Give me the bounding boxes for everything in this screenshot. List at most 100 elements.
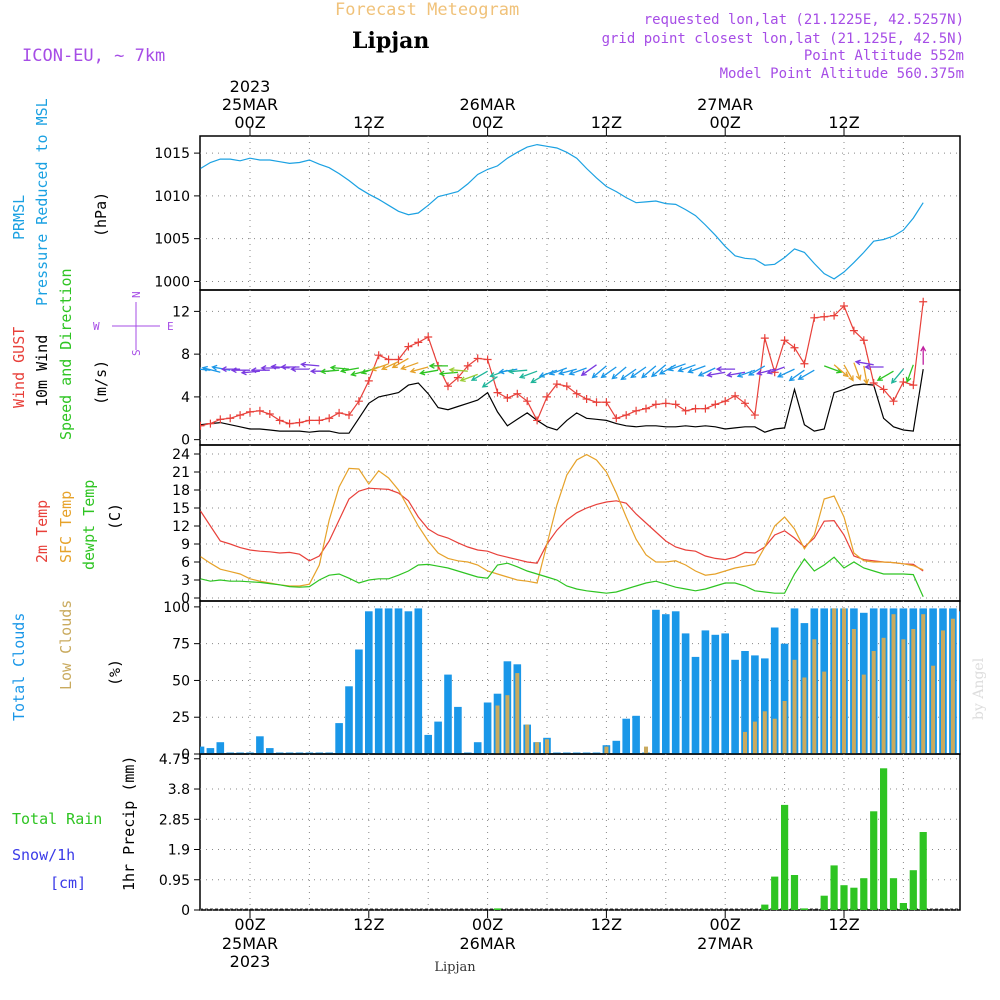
- rain-bar: [493, 908, 502, 910]
- clouds-ytick-label: 50: [172, 673, 190, 689]
- total-cloud-bar: [622, 718, 630, 754]
- total-cloud-bar: [414, 608, 423, 754]
- total-cloud-bar: [365, 611, 373, 754]
- total-cloud-bar: [731, 659, 739, 754]
- bottom-tick-label: 00Z: [234, 915, 265, 934]
- total-cloud-bar: [355, 649, 363, 754]
- wind-arrow: [459, 373, 478, 383]
- total-cloud-bar: [721, 633, 729, 754]
- clouds-unit: (%): [106, 659, 124, 686]
- wind-arrow: [600, 366, 617, 379]
- pressure-ytick-label: 1005: [154, 232, 190, 248]
- wind-arrow: [863, 365, 870, 385]
- top-tick-label: 12Z: [591, 113, 622, 132]
- wind-arrow: [428, 362, 448, 369]
- low-cloud-bar: [931, 665, 936, 754]
- compass-e: E: [167, 320, 174, 333]
- precipitation-ytick-label: 3.8: [168, 782, 190, 798]
- pressure-ytick-label: 1015: [154, 146, 190, 162]
- wind-arrow: [507, 368, 528, 375]
- wind-arrow: [448, 367, 468, 373]
- gust-point: [226, 414, 235, 423]
- gust-point: [364, 376, 373, 385]
- total-cloud-bar: [770, 627, 779, 754]
- panel-temperature: 0 3 6 9 12 15 18 21 24: [172, 444, 961, 607]
- sfc-temp-line: [200, 453, 924, 587]
- total-cloud-bar: [711, 634, 720, 754]
- gust-point: [285, 419, 294, 428]
- wind-arrow: [853, 362, 862, 381]
- temperature-ytick-label: 12: [172, 519, 190, 535]
- precipitation-ytick-label: 1.9: [168, 843, 190, 859]
- gust-point: [800, 359, 809, 368]
- total-cloud-bar: [632, 715, 640, 754]
- low-cloud-bar: [772, 718, 777, 754]
- wind-arrow: [557, 368, 577, 376]
- footer-location: Lipjan: [434, 960, 476, 975]
- rain-bar: [899, 903, 907, 910]
- wind-arrow: [876, 370, 894, 381]
- low-cloud-bar: [822, 671, 827, 754]
- low-cloud-bar: [832, 608, 837, 754]
- low-cloud-bar: [525, 724, 530, 754]
- wind-ytick-label: 4: [181, 390, 190, 406]
- gust-point: [384, 355, 393, 364]
- gust-point: [275, 416, 284, 425]
- total-cloud-bar: [454, 706, 462, 754]
- gust-point: [651, 400, 660, 409]
- low-cloud-bar: [604, 746, 609, 754]
- wind-arrow: [280, 364, 300, 370]
- wind-arrow: [641, 365, 657, 379]
- gust-point: [849, 326, 858, 335]
- gust-point: [404, 342, 413, 351]
- gust-point: [671, 400, 680, 409]
- gust-point: [533, 416, 542, 425]
- gust-point: [444, 382, 452, 391]
- gust-point: [760, 334, 769, 343]
- panel-pressure: 1000 1005 1010 1015: [154, 135, 961, 291]
- gust-point: [919, 297, 928, 306]
- total-cloud-bar: [444, 674, 452, 754]
- gust-point: [236, 411, 245, 420]
- model-altitude: Model Point Altitude 560.375m: [720, 66, 964, 82]
- precipitation-data: [200, 768, 960, 910]
- bottom-year-label: 2023: [230, 952, 271, 971]
- gust-point: [592, 398, 601, 407]
- total-cloud-bar: [959, 611, 960, 754]
- total-cloud-bar: [206, 748, 215, 754]
- bottom-date-label: 26MAR: [459, 934, 515, 953]
- low-cloud-bar: [515, 673, 520, 754]
- temperature-ytick-label: 9: [181, 537, 190, 553]
- sfc-temp-label: SFC Temp: [57, 491, 75, 563]
- wind-arrow: [687, 365, 706, 374]
- gust-point: [909, 381, 918, 390]
- compass-n: N: [130, 291, 143, 298]
- rain-bar: [909, 870, 917, 910]
- clouds-ytick-label: 25: [172, 710, 190, 726]
- total-clouds-label: Total Clouds: [10, 613, 28, 721]
- low-cloud-bar: [792, 659, 797, 754]
- requested-coords: requested lon,lat (21.1225E, 42.5257N): [644, 12, 964, 28]
- wind-arrow: [200, 368, 211, 371]
- precipitation-frame: [199, 753, 961, 911]
- wind-arrow: [611, 366, 627, 380]
- gust-point: [830, 311, 839, 320]
- clouds-ytick-label: 100: [163, 600, 190, 616]
- low-cloud-bar: [941, 630, 945, 754]
- gust-point: [374, 351, 383, 360]
- rain-bar: [919, 832, 927, 910]
- gust-point: [255, 406, 264, 415]
- gust-point: [335, 408, 344, 417]
- temperature-data: [200, 453, 924, 598]
- dewpt-label: dewpt Temp: [80, 480, 98, 570]
- low-cloud-bar: [743, 731, 747, 754]
- low-cloud-bar: [881, 637, 886, 754]
- rain-bar: [870, 811, 878, 910]
- wind-ytick-label: 12: [172, 304, 190, 320]
- wind-arrow: [920, 345, 927, 365]
- wind-arrow: [697, 367, 716, 377]
- gust-point: [691, 404, 700, 413]
- wind-arrow: [518, 370, 538, 379]
- gust-point: [711, 400, 720, 409]
- wind-arrow: [391, 357, 409, 369]
